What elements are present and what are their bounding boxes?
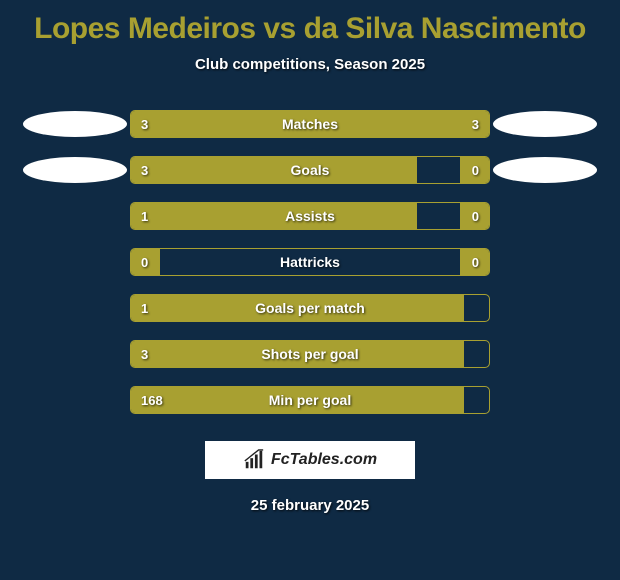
logo-box: FcTables.com bbox=[205, 441, 415, 479]
right-side bbox=[490, 292, 600, 324]
comparison-subtitle: Club competitions, Season 2025 bbox=[0, 56, 620, 73]
comparison-title: Lopes Medeiros vs da Silva Nascimento bbox=[0, 0, 620, 46]
stat-bar: 10Assists bbox=[130, 202, 490, 230]
left-side bbox=[20, 246, 130, 278]
stats-container: 33Matches 30Goals 10Assists 00Hattricks 1Goa… bbox=[0, 101, 620, 423]
stat-label: Hattricks bbox=[131, 249, 489, 275]
comparison-date: 25 february 2025 bbox=[0, 497, 620, 514]
left-side bbox=[20, 292, 130, 324]
stat-bar: 00Hattricks bbox=[130, 248, 490, 276]
stat-row: 1Goals per match bbox=[0, 285, 620, 331]
right-side bbox=[490, 246, 600, 278]
stat-label: Shots per goal bbox=[131, 341, 489, 367]
stat-label: Assists bbox=[131, 203, 489, 229]
stat-row: 10Assists bbox=[0, 193, 620, 239]
right-side bbox=[490, 338, 600, 370]
stat-label: Min per goal bbox=[131, 387, 489, 413]
stat-row: 3Shots per goal bbox=[0, 331, 620, 377]
stat-row: 33Matches bbox=[0, 101, 620, 147]
right-side bbox=[490, 108, 600, 140]
left-side bbox=[20, 384, 130, 416]
left-side bbox=[20, 154, 130, 186]
stat-row: 168Min per goal bbox=[0, 377, 620, 423]
player-left-ellipse bbox=[23, 111, 127, 137]
player-right-ellipse bbox=[493, 111, 597, 137]
stat-bar: 33Matches bbox=[130, 110, 490, 138]
chart-icon bbox=[243, 449, 265, 471]
left-side bbox=[20, 338, 130, 370]
stat-bar: 1Goals per match bbox=[130, 294, 490, 322]
stat-label: Goals bbox=[131, 157, 489, 183]
logo-text: FcTables.com bbox=[271, 451, 377, 469]
stat-row: 30Goals bbox=[0, 147, 620, 193]
right-side bbox=[490, 384, 600, 416]
stat-row: 00Hattricks bbox=[0, 239, 620, 285]
stat-bar: 30Goals bbox=[130, 156, 490, 184]
right-side bbox=[490, 200, 600, 232]
stat-label: Goals per match bbox=[131, 295, 489, 321]
stat-bar: 168Min per goal bbox=[130, 386, 490, 414]
stat-label: Matches bbox=[131, 111, 489, 137]
player-left-ellipse bbox=[23, 157, 127, 183]
right-side bbox=[490, 154, 600, 186]
player-right-ellipse bbox=[493, 157, 597, 183]
stat-bar: 3Shots per goal bbox=[130, 340, 490, 368]
left-side bbox=[20, 108, 130, 140]
left-side bbox=[20, 200, 130, 232]
